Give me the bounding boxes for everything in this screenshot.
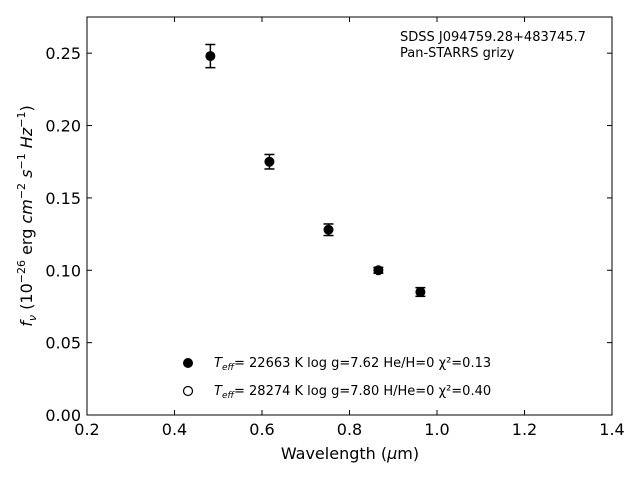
legend-label-1: Teff= 22663 K log g=7.62 He/H=0 χ²=0.13 (214, 356, 491, 373)
data-point (415, 286, 426, 297)
y-tick-label: 0.20 (45, 117, 81, 136)
y-tick-label: 0.10 (45, 261, 81, 280)
legend: Teff= 22663 K log g=7.62 He/H=0 χ²=0.13 … (182, 356, 491, 401)
annotation-object-name: SDSS J094759.28+483745.7 (400, 30, 586, 45)
x-axis-label: Wavelength (μm) (281, 444, 419, 463)
data-point (205, 51, 216, 62)
x-tick-label: 0.6 (249, 420, 274, 439)
data-point (264, 156, 275, 167)
legend-marker-open (182, 385, 194, 397)
data-point (323, 224, 334, 235)
x-tick-label: 1.0 (424, 420, 449, 439)
x-tick-label: 1.4 (599, 420, 624, 439)
data-point (373, 265, 384, 276)
data-points (205, 51, 426, 297)
y-tick-label: 0.15 (45, 189, 81, 208)
legend-label-2: Teff= 28274 K log g=7.80 H/He=0 χ²=0.40 (214, 384, 491, 401)
x-tick-label: 0.2 (74, 420, 99, 439)
y-tick-label: 0.25 (45, 44, 81, 63)
x-tick-label: 0.4 (162, 420, 187, 439)
axis-ticks: 0.2 0.4 0.6 0.8 1.0 1.2 1.4 0.00 0.05 0.10 0.15 0.2… (45, 17, 625, 439)
plot-area (86, 16, 613, 416)
annotation-survey: Pan-STARRS grizy (400, 46, 515, 61)
legend-marker-filled (183, 358, 193, 368)
legend-entry-1: Teff= 22663 K log g=7.62 He/H=0 χ²=0.13 (183, 356, 491, 373)
x-tick-label: 0.8 (337, 420, 362, 439)
y-tick-label: 0.00 (45, 406, 81, 425)
y-axis-label: fν (10−26 erg cm−2 s−1 Hz−1) (15, 105, 39, 326)
legend-entry-2: Teff= 28274 K log g=7.80 H/He=0 χ²=0.40 (182, 384, 491, 401)
y-tick-label: 0.05 (45, 334, 81, 353)
x-tick-label: 1.2 (512, 420, 537, 439)
